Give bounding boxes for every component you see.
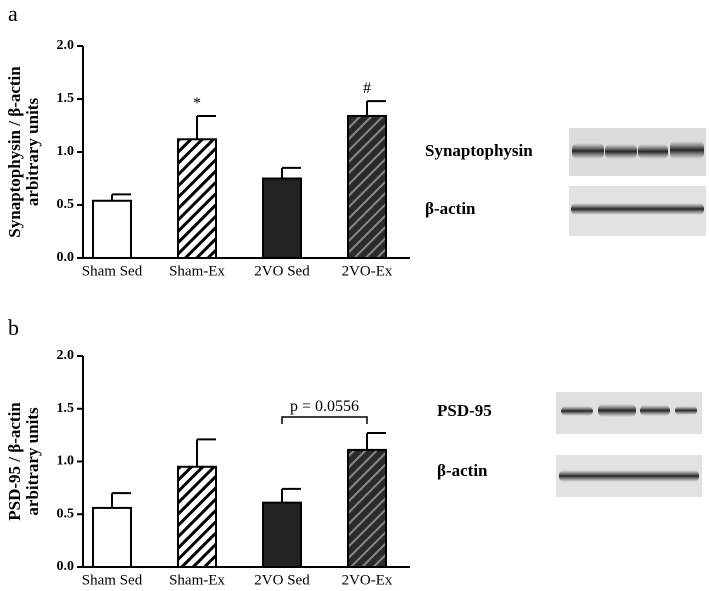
y-tick-label: 0.5 <box>57 506 75 521</box>
x-tick-label: Sham Sed <box>82 572 143 588</box>
blot-label: Synaptophysin <box>425 141 533 160</box>
blot-label: β-actin <box>425 199 476 218</box>
y-tick-label: 1.5 <box>57 91 75 106</box>
bar <box>262 501 302 568</box>
x-tick-label: Sham-Ex <box>169 572 225 588</box>
annotation: # <box>363 80 371 97</box>
panel-label: b <box>8 315 19 340</box>
y-tick-label: 0.0 <box>57 559 75 574</box>
blot-label: PSD-95 <box>437 401 492 420</box>
y-axis-label: PSD-95 / β-actin <box>5 402 24 521</box>
x-tick-label: 2VO-Ex <box>342 263 393 279</box>
y-tick-label: 1.5 <box>57 401 75 416</box>
bar <box>347 448 387 568</box>
x-tick-label: Sham Sed <box>82 263 143 279</box>
y-tick-label: 2.0 <box>57 348 75 363</box>
y-axis-label: Synaptophysin / β-actin <box>5 66 24 238</box>
bar <box>177 138 217 259</box>
bar <box>177 465 217 568</box>
annotation: p = 0.0556 <box>290 398 359 415</box>
y-tick-label: 1.0 <box>57 144 75 159</box>
blot-image <box>556 392 702 497</box>
blot-label: β-actin <box>437 461 488 480</box>
y-tick-label: 0.5 <box>57 197 75 212</box>
panel-label: a <box>8 1 18 26</box>
x-tick-label: 2VO Sed <box>254 572 310 588</box>
bar <box>347 114 387 259</box>
significance-bracket <box>281 416 368 425</box>
bar <box>262 177 302 259</box>
bar <box>92 506 132 569</box>
y-tick-label: 1.0 <box>57 454 75 469</box>
y-tick-label: 0.0 <box>57 250 75 265</box>
x-tick-label: 2VO-Ex <box>342 572 393 588</box>
x-tick-label: 2VO Sed <box>254 263 310 279</box>
x-tick-label: Sham-Ex <box>169 263 225 279</box>
y-axis-label: arbitrary units <box>23 407 42 516</box>
bar <box>92 199 132 259</box>
y-axis-label: arbitrary units <box>23 98 42 207</box>
annotation: * <box>193 95 201 112</box>
blot-image <box>569 128 706 236</box>
y-tick-label: 2.0 <box>57 38 75 53</box>
